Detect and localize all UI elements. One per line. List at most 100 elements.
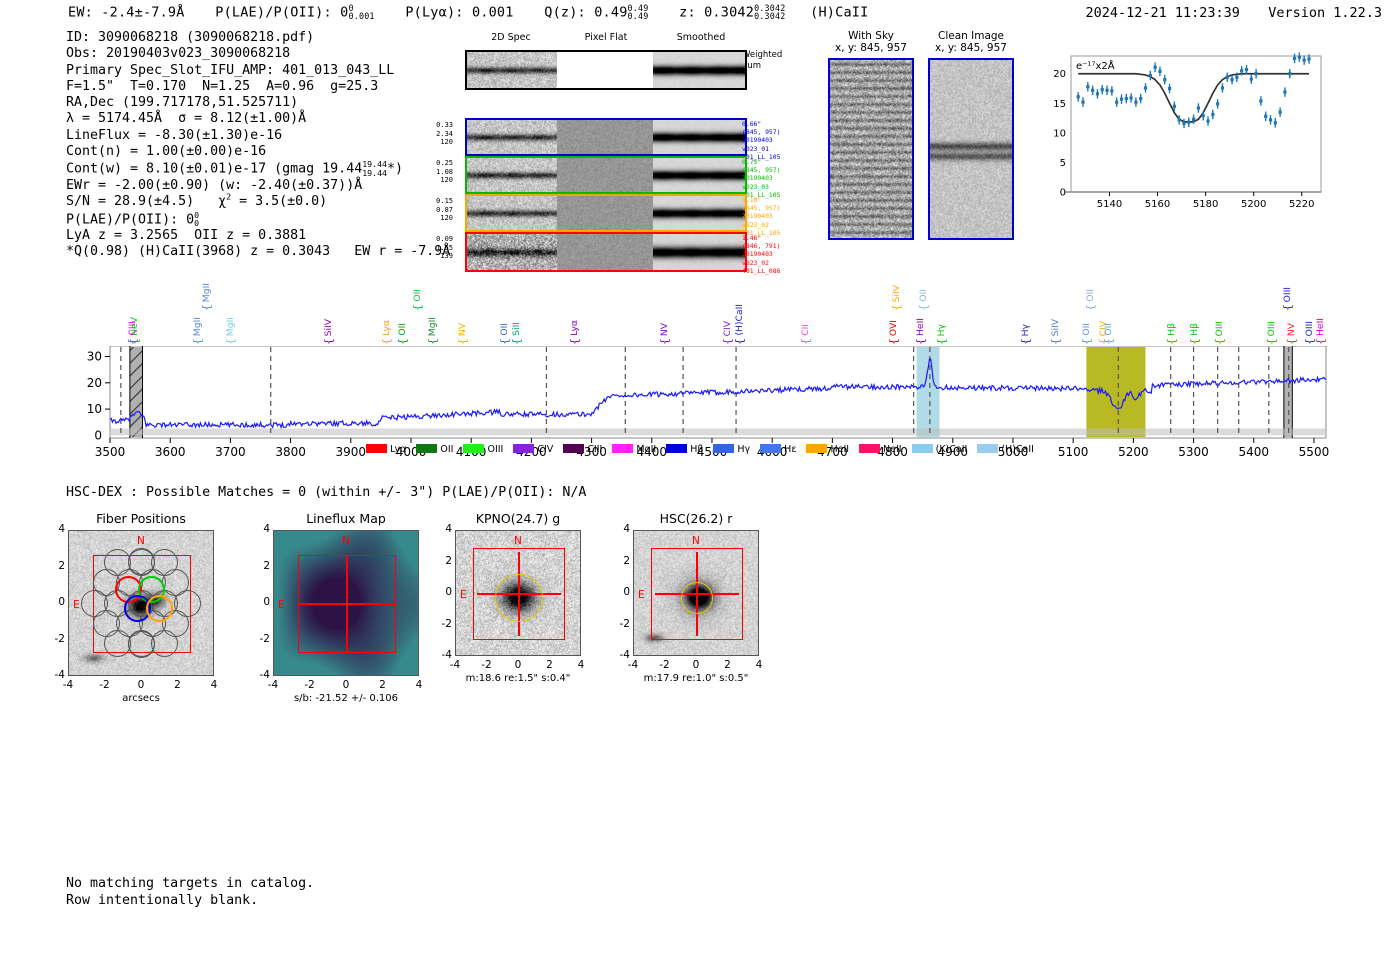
emission-line-label: OII <box>499 323 511 336</box>
emission-line-brace: { <box>1264 338 1278 345</box>
legend-label: CIII <box>587 444 603 455</box>
legend-label: (H)CaII <box>1001 444 1034 455</box>
emission-line-label: SiIV <box>322 318 334 336</box>
emission-line-label: MgII <box>201 282 213 302</box>
legend-label: Lyα <box>390 444 407 455</box>
legend-label: CIV <box>537 444 554 455</box>
panel-image <box>273 530 419 676</box>
spec2d-meta-line: 20190403 <box>742 250 773 259</box>
legend-label: OII <box>440 444 454 455</box>
spec2d-stat: 0.09 <box>436 235 453 243</box>
legend-swatch <box>563 444 585 453</box>
info-cont-w: Cont(w) = 8.10(±0.01)e-17 (gmag 19.44 19.… <box>66 159 404 178</box>
emission-line-brace: { <box>321 338 335 345</box>
axis-tick-y: 2 <box>263 559 270 572</box>
legend-swatch <box>513 444 535 453</box>
legend-swatch <box>666 444 688 453</box>
axis-tick-x: 0 <box>342 679 350 691</box>
legend-swatch <box>463 444 485 453</box>
emission-line-brace: { <box>1285 338 1299 345</box>
axis-tick-y: -4 <box>54 669 65 681</box>
compass-east: E <box>460 589 467 602</box>
legend-label: OIII <box>487 444 504 455</box>
compass-north: N <box>692 535 700 547</box>
axis-tick-x: -2 <box>481 659 492 671</box>
fiber-circle <box>173 589 201 617</box>
header-summary-line: EW: -2.4±-7.9Å P(LAE)/P(OII): 0 0 0.001 P(… <box>68 4 868 21</box>
spec2d-meta-line: (845, 957) <box>742 128 781 137</box>
legend-label: Hβ <box>690 444 704 455</box>
info-cont-n: Cont(n) = 1.00(±0.00)e-16 <box>66 144 267 160</box>
timestamp-version: 2024-12-21 11:23:39 Version 1.22.3 <box>1085 5 1382 21</box>
spec2d-row <box>465 118 747 156</box>
axis-tick-x: -4 <box>267 679 279 691</box>
spec2d-meta-line: 1.10" <box>742 196 762 204</box>
header-z: z: 0.3042 <box>679 4 755 21</box>
svg-text:5200: 5200 <box>1118 445 1149 459</box>
emission-line-labels: NeV{CIII{MgII{MgII{MgII{SiIV{Lyα{OII{OII… <box>70 268 1330 346</box>
spec2d-col-smoothed: Smoothed <box>676 32 726 43</box>
legend-item: (K)CaII <box>911 444 968 455</box>
legend-label: (K)CaII <box>935 444 968 455</box>
emission-line-brace: { <box>510 338 524 345</box>
axis-tick-y: 4 <box>623 523 630 535</box>
header-plae-poii: P(LAE)/P(OII): 0 <box>215 4 349 21</box>
legend-item: CIII <box>563 444 602 455</box>
svg-text:5: 5 <box>1060 158 1066 169</box>
fiber-circle-highlighted <box>145 595 173 623</box>
spec2d-meta-line: 20190403 <box>742 212 773 221</box>
legend-item: OIII <box>463 444 503 455</box>
legend-item: NeII <box>859 444 902 455</box>
axis-tick-x: 0 <box>137 679 145 691</box>
spec2d-meta-line: v023_03 <box>742 182 769 191</box>
axis-tick-x: 2 <box>174 679 181 691</box>
axis-tick-x: -2 <box>304 679 315 691</box>
emission-line-label: SiII <box>511 322 523 336</box>
svg-text:4900: 4900 <box>937 445 968 459</box>
axis-tick-x: -2 <box>659 659 670 671</box>
spec2d-cell-raw <box>467 234 557 270</box>
spectrum-plot: 1020300350036003700380039004000410042004… <box>70 334 1330 468</box>
spec2d-stat: 120 <box>440 176 453 184</box>
spec2d-meta-line: 401_LL_105 <box>742 190 781 199</box>
info-quality: *Q(0.98) (H)CaII(3968) z = 0.3043 EW r =… <box>66 244 451 260</box>
spec2d-meta-line: 401_LL_105 <box>742 152 781 161</box>
cutout-image <box>828 58 914 240</box>
emission-line-brace: { <box>1080 338 1094 345</box>
emission-line-label: Lyα <box>568 320 580 336</box>
svg-text:20: 20 <box>1053 69 1066 80</box>
footer-note: No matching targets in catalog. Row inte… <box>66 876 315 908</box>
axis-tick-x: -2 <box>99 679 110 691</box>
emission-line-label: CIV <box>722 320 734 336</box>
axis-tick-x: -4 <box>627 659 639 671</box>
svg-text:4400: 4400 <box>637 445 668 459</box>
fiber-circle <box>127 548 155 576</box>
emission-line-brace: { <box>1280 304 1294 311</box>
svg-text:5140: 5140 <box>1097 199 1122 210</box>
spec2d-row-stats: 0.33 2.34 120 <box>429 121 453 147</box>
svg-text:5400: 5400 <box>1238 445 1269 459</box>
emission-line-label: NV <box>658 322 670 336</box>
axis-tick-y: 2 <box>58 559 65 572</box>
legend-item: (H)CaII <box>977 444 1034 455</box>
spec2d-cell-smoothed <box>653 158 745 192</box>
svg-text:10: 10 <box>87 402 102 416</box>
axis-tick-y: -2 <box>619 617 630 630</box>
cutout-coords: x, y: 845, 957 <box>835 42 907 54</box>
header-z-errors: 0.3042 0.3042 <box>754 3 786 22</box>
emission-line-label: SiIV <box>1050 318 1062 336</box>
axis-tick-y: -2 <box>259 632 270 645</box>
compass-north: N <box>137 535 145 547</box>
cutout-coords: x, y: 845, 957 <box>935 42 1007 54</box>
emission-line-label: CII <box>800 324 812 336</box>
emission-line-label: Hβ <box>1188 323 1200 336</box>
svg-text:3900: 3900 <box>336 445 367 459</box>
timestamp: 2024-12-21 11:23:39 <box>1085 5 1240 21</box>
emission-line-label: (H)CaII <box>734 304 746 336</box>
svg-text:30: 30 <box>87 350 102 364</box>
legend-swatch <box>366 444 388 453</box>
spec2d-stat: 1.08 <box>436 167 453 176</box>
emission-line-label: OII <box>396 323 408 336</box>
caii-absorption-plot: 0 5 10 15 20 5140 5160 5180 5200 5220 e⁻¹⁷x2Å <box>1037 48 1327 218</box>
